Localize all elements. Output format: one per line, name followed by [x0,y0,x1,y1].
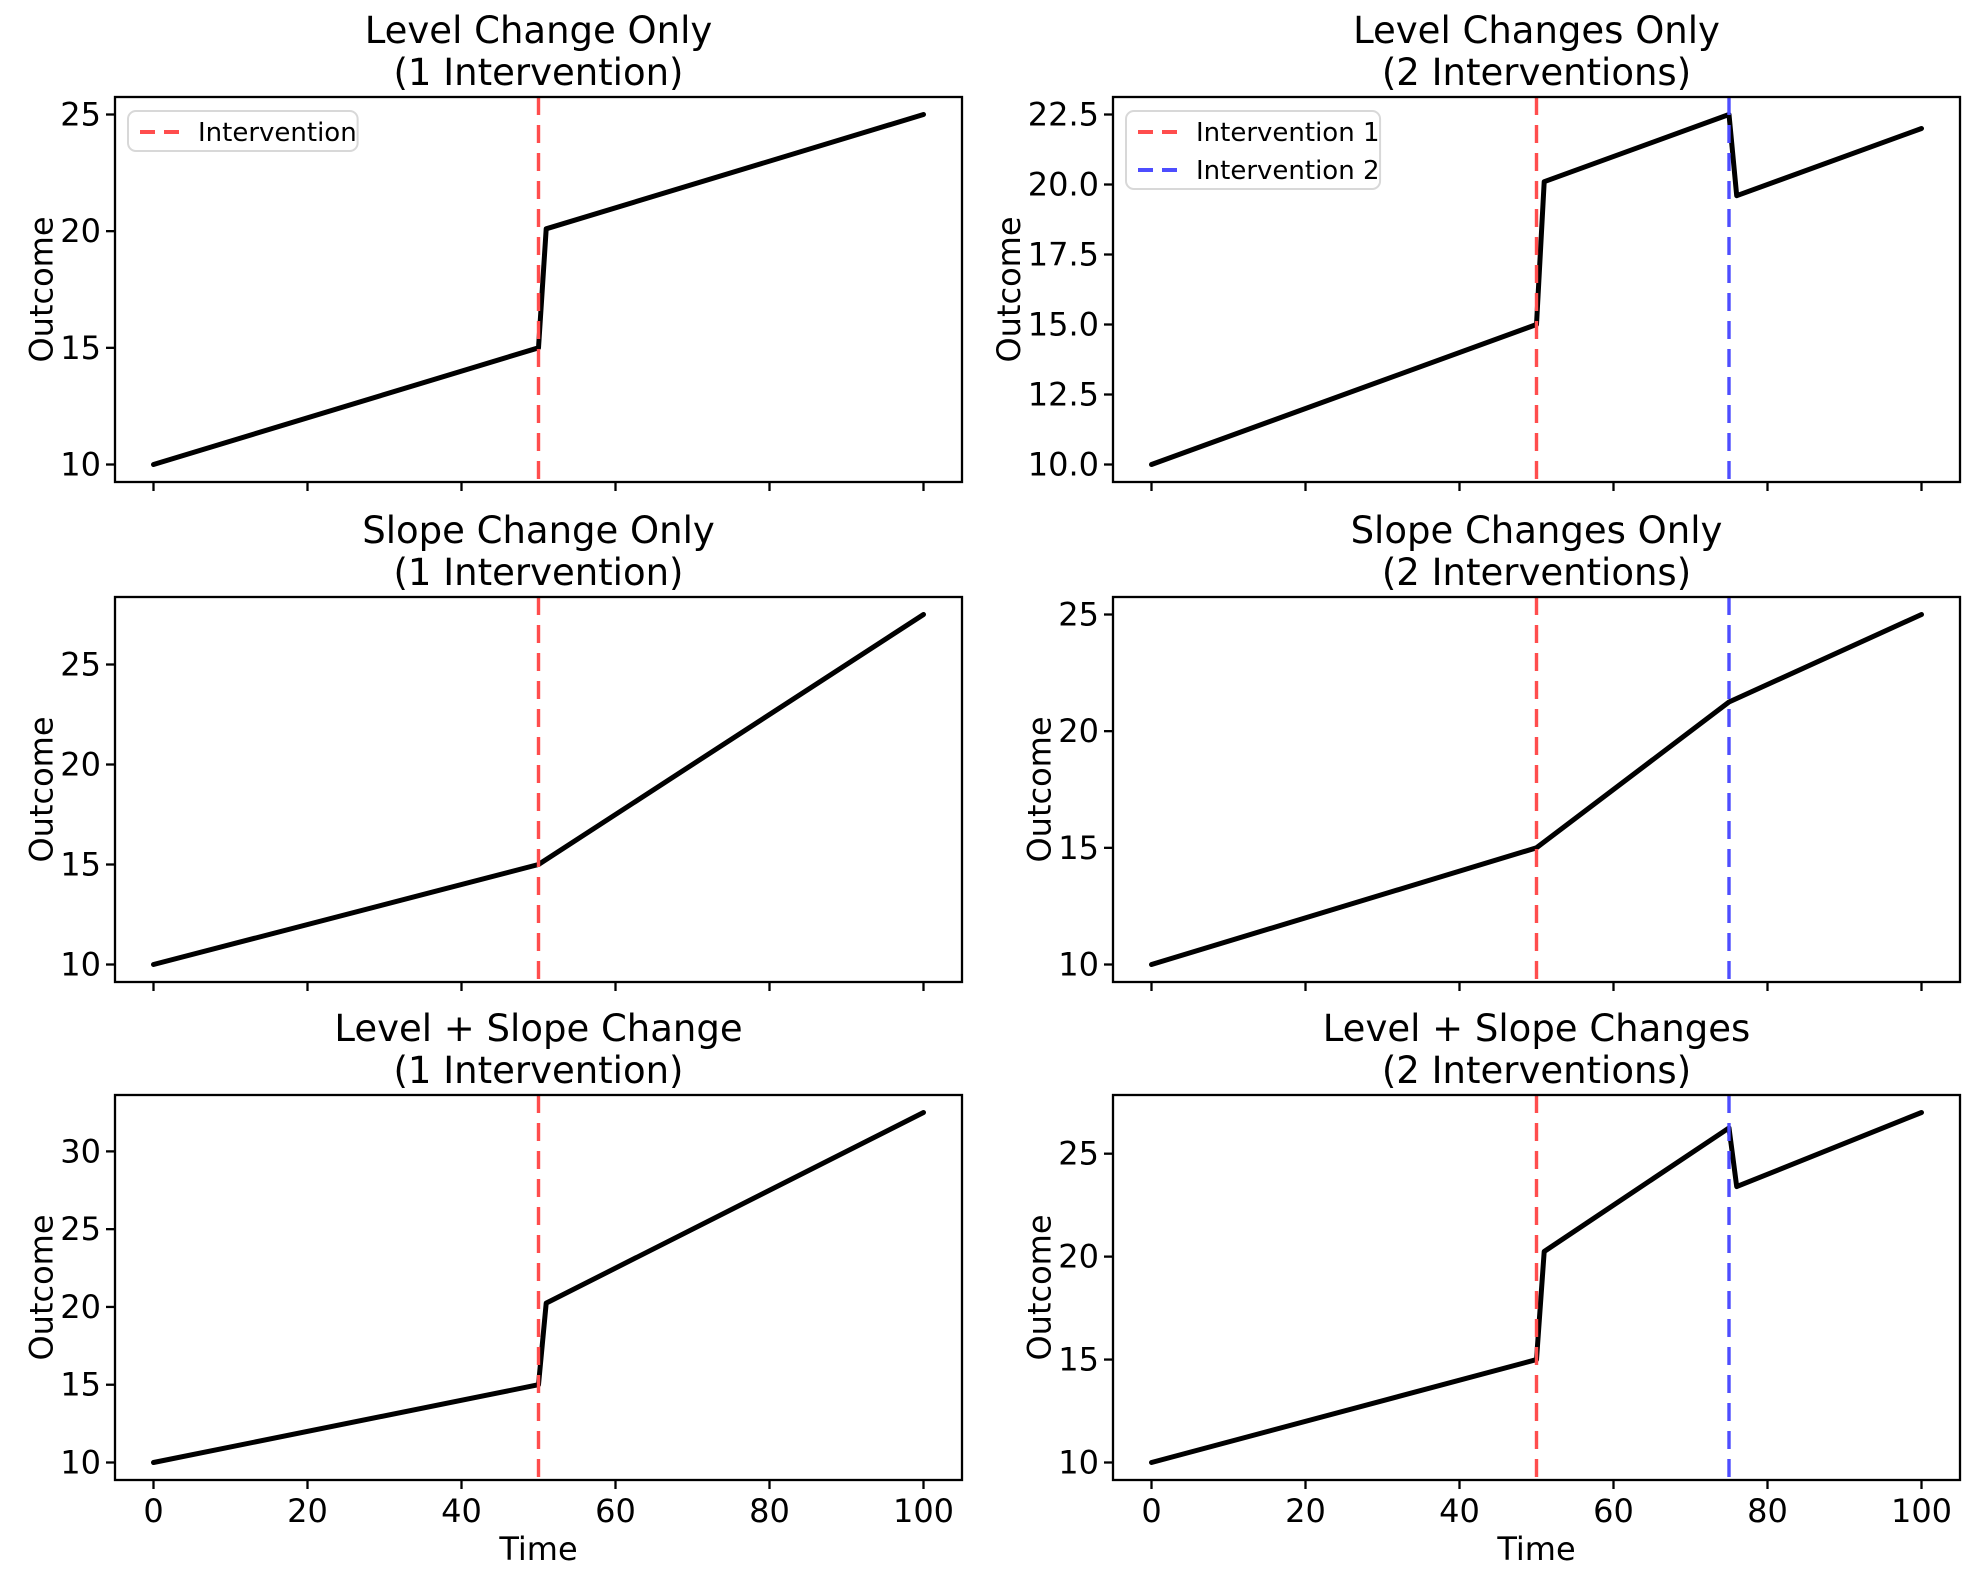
axes-spines [113,95,964,484]
y-tick-label: 15 [60,846,101,884]
y-tick-label: 10 [1058,946,1099,984]
x-tick-label: 80 [749,1492,790,1530]
y-axis-label: Outcome [990,216,1028,362]
x-tick-label: 0 [143,1492,163,1530]
subplot-4: 10 15 20 25 Slope Changes Only(2 Interventio… [1020,509,1962,991]
x-tick-label: 40 [441,1492,482,1530]
x-tick-label: 60 [595,1492,636,1530]
y-tick-label: 25 [60,1210,101,1248]
x-axis-label: Time [1496,1530,1575,1568]
subplot-6: 0 20 40 60 80 100 10 15 20 25 Level + Slope Change… [1020,1007,1962,1568]
x-tick-label: 0 [1141,1492,1161,1530]
x-tick-label: 20 [287,1492,328,1530]
y-tick-label: 10 [60,1444,101,1482]
outcome-series-line [1149,612,1924,967]
outcome-series-line [1149,1110,1924,1465]
legend-entry-label: Intervention 1 [1196,118,1380,148]
y-tick-label: 15 [60,329,101,367]
legend-entry-label: Intervention 2 [1196,156,1380,186]
y-tick-label: 20 [1058,1238,1099,1276]
plot-area [1149,597,1924,982]
legend-entry-label: Intervention [198,118,357,148]
outcome-series-line [1149,112,1924,467]
subplot-title-line1: Level + Slope Change [334,1007,742,1050]
x-axis-label: Time [498,1530,577,1568]
y-tick-label: 17.5 [1028,236,1099,274]
subplot-5: 0 20 40 60 80 100 10 15 20 25 30 Level + Slope Chan… [22,1007,964,1568]
plot-area [1149,1095,1924,1480]
y-axis-label: Outcome [22,716,60,862]
y-tick-label: 25 [60,96,101,134]
y-tick-label: 25 [1058,1135,1099,1173]
subplot-title-line2: (1 Intervention) [393,1049,683,1092]
y-axis-label: Outcome [22,1214,60,1360]
x-tick-label: 40 [1439,1492,1480,1530]
plot-area [1149,97,1924,482]
y-tick-label: 10 [60,446,101,484]
x-tick-label: 60 [1593,1492,1634,1530]
subplot-title-line1: Level + Slope Changes [1323,1007,1751,1050]
subplot-title-line1: Slope Change Only [362,509,715,552]
subplot-title-line1: Level Change Only [365,9,713,52]
subplot-title-line2: (1 Intervention) [393,51,683,94]
outcome-series-line [151,1110,926,1465]
plot-area [151,97,926,482]
y-axis-label: Outcome [22,216,60,362]
y-tick-label: 10.0 [1028,446,1099,484]
y-tick-label: 25 [1058,596,1099,634]
axes-spines [113,595,964,984]
y-axis-label: Outcome [1020,1214,1058,1360]
y-tick-label: 20 [60,1288,101,1326]
y-tick-label: 12.5 [1028,376,1099,414]
subplot-title-line2: (1 Intervention) [393,551,683,594]
y-axis-label: Outcome [1020,716,1058,862]
axes-spines [1111,95,1962,484]
subplot-title-line1: Level Changes Only [1353,9,1720,52]
plot-area [151,597,926,982]
x-tick-label: 100 [893,1492,954,1530]
y-tick-label: 30 [60,1132,101,1170]
x-tick-label: 100 [1891,1492,1952,1530]
legend-box [127,110,359,152]
outcome-series-line [151,112,926,467]
subplot-title-line1: Slope Changes Only [1351,509,1723,552]
y-tick-label: 20 [60,746,101,784]
y-tick-label: 15 [60,1366,101,1404]
axes-spines [1111,1093,1962,1482]
subplot-1: 10 15 20 25 Level Change Only(1 Intervention… [22,9,964,491]
x-tick-label: 80 [1747,1492,1788,1530]
legend: Intervention [127,110,359,152]
y-tick-label: 10 [1058,1444,1099,1482]
y-tick-label: 22.5 [1028,96,1099,134]
x-tick-label: 20 [1285,1492,1326,1530]
y-tick-label: 10 [60,946,101,984]
subplot-3: 10 15 20 25 Slope Change Only(1 Intervention… [22,509,964,991]
subplot-2: 10.0 12.5 15.0 17.5 20.0 22.5 Level Changes On… [990,9,1962,491]
y-tick-label: 20 [1058,712,1099,750]
y-tick-label: 20 [60,212,101,250]
y-tick-label: 25 [60,646,101,684]
plot-area [151,1095,926,1480]
legend: Intervention 1 Intervention 2 [1125,110,1382,190]
subplot-title-line2: (2 Interventions) [1382,1049,1691,1092]
axes-spines [113,1093,964,1482]
y-tick-label: 20.0 [1028,166,1099,204]
y-tick-label: 15 [1058,829,1099,867]
axes-spines [1111,595,1962,984]
y-tick-label: 15 [1058,1341,1099,1379]
subplot-title-line2: (2 Interventions) [1382,51,1691,94]
subplot-title-line2: (2 Interventions) [1382,551,1691,594]
legend-box [1125,110,1382,190]
y-tick-label: 15.0 [1028,306,1099,344]
